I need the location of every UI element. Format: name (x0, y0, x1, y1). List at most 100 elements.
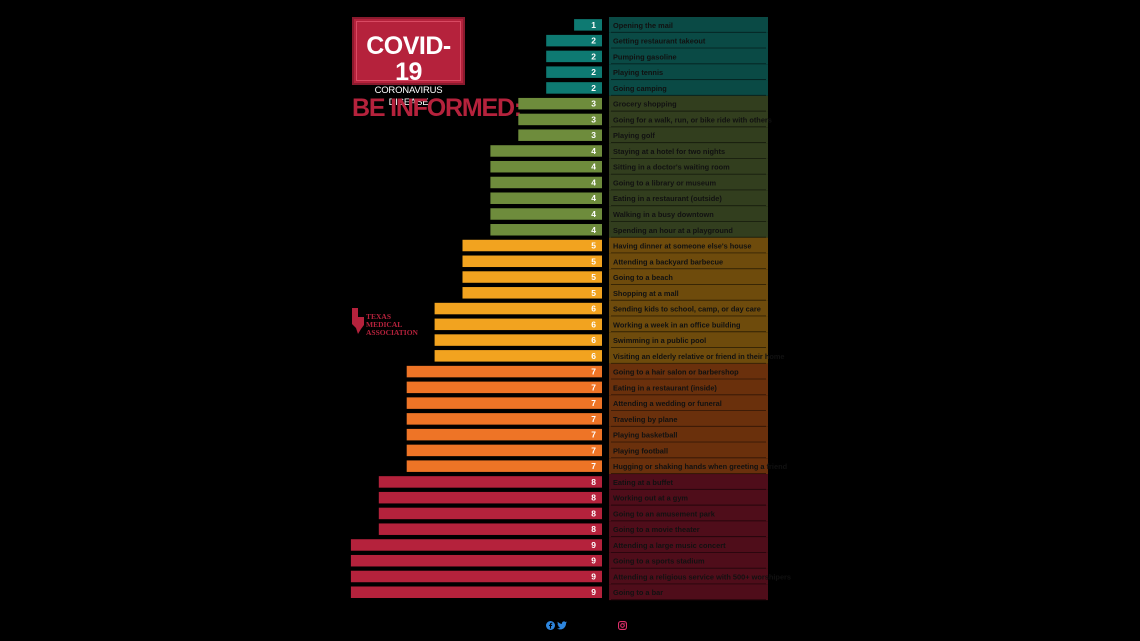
category-label: Eating at a buffet (613, 478, 673, 487)
row-label-bg (609, 458, 768, 475)
bar (434, 334, 602, 346)
category-label: Playing tennis (613, 68, 663, 77)
category-label: Grocery shopping (613, 100, 677, 109)
category-label: Spending an hour at a playground (613, 226, 733, 235)
bar (350, 586, 602, 598)
bar-value-label: 8 (591, 493, 596, 503)
bar (406, 381, 602, 394)
category-label: Staying at a hotel for two nights (613, 147, 725, 156)
bar (434, 302, 602, 315)
bar-value-label: 3 (591, 130, 596, 140)
bar (406, 444, 602, 457)
bar-value-label: 9 (591, 540, 596, 550)
bar (462, 239, 602, 252)
facebook-icon[interactable] (546, 621, 555, 632)
bar (378, 507, 602, 520)
row-label-bg (609, 284, 768, 301)
category-label: Going to a bar (613, 588, 663, 597)
bar-value-label: 2 (591, 51, 596, 61)
row-label-bg (609, 237, 768, 254)
row-label-bg (609, 143, 768, 159)
bar (546, 50, 602, 63)
bar (490, 176, 602, 189)
category-label: Playing golf (613, 131, 655, 140)
bar-value-label: 4 (591, 209, 596, 219)
row-label-bg (609, 426, 768, 443)
bar (462, 255, 602, 268)
row-label-bg (609, 300, 768, 317)
bar-value-label: 7 (591, 398, 596, 408)
bar-value-label: 1 (591, 20, 596, 30)
category-label: Attending a religious service with 500+ … (613, 572, 791, 581)
bar (378, 523, 602, 535)
bar-value-label: 5 (591, 241, 596, 251)
bar-value-label: 6 (591, 335, 596, 345)
row-label-bg (609, 568, 768, 585)
row-label-bg (609, 537, 768, 553)
bar (490, 224, 602, 236)
twitter-icon[interactable] (557, 621, 567, 632)
category-label: Getting restaurant takeout (613, 37, 706, 46)
row-label-bg (609, 48, 768, 65)
bar (406, 428, 602, 441)
row-label-bg (609, 127, 768, 144)
category-label: Having dinner at someone else's house (613, 242, 752, 251)
instagram-icon[interactable] (618, 621, 628, 632)
row-label-bg (609, 221, 768, 238)
page-title: COVID-19 (366, 32, 451, 86)
title-box: COVID-19 CORONAVIRUS DISEASE (352, 17, 465, 108)
row-label-bg (609, 206, 768, 222)
row-label-bg (609, 411, 768, 427)
bar-value-label: 7 (591, 367, 596, 377)
bar-value-label: 8 (591, 477, 596, 487)
bar-value-label: 4 (591, 146, 596, 156)
page-subtitle: CORONAVIRUS DISEASE (374, 85, 443, 108)
tma-logo-text: TEXAS MEDICAL ASSOCIATION (366, 313, 422, 337)
bar (518, 113, 602, 126)
row-label-bg (609, 158, 768, 175)
bar (378, 476, 602, 488)
bar (518, 97, 602, 110)
category-label: Eating in a restaurant (outside) (613, 194, 722, 203)
bar-value-label: 3 (591, 114, 596, 124)
category-label: Visiting an elderly relative or friend i… (613, 352, 785, 361)
bar (518, 129, 602, 141)
category-label: Going to a beach (613, 273, 673, 282)
bar-value-label: 9 (591, 556, 596, 566)
bar (490, 208, 602, 220)
bar (434, 350, 602, 362)
row-label-bg (609, 316, 768, 333)
bar-value-label: 7 (591, 382, 596, 392)
row-label-bg (609, 363, 768, 380)
category-label: Walking in a busy downtown (613, 210, 714, 219)
bar-value-label: 7 (591, 445, 596, 455)
category-label: Swimming in a public pool (613, 336, 706, 345)
texas-shape-icon (352, 308, 364, 334)
row-label-bg (609, 17, 768, 33)
bar (490, 160, 602, 173)
bar (378, 491, 602, 504)
bar-value-label: 6 (591, 351, 596, 361)
category-label: Attending a large music concert (613, 541, 726, 550)
bar-value-label: 8 (591, 524, 596, 534)
row-label-bg (609, 505, 768, 522)
bar (406, 413, 602, 425)
category-label: Playing football (613, 446, 668, 455)
row-label-bg (609, 379, 768, 396)
bar-value-label: 4 (591, 162, 596, 172)
category-label: Eating in a restaurant (inside) (613, 383, 717, 392)
category-label: Going to an amusement park (613, 509, 716, 518)
bar-value-label: 5 (591, 256, 596, 266)
tma-logo-line2: ASSOCIATION (366, 328, 418, 337)
bar (462, 271, 602, 283)
bar-value-label: 6 (591, 304, 596, 314)
row-label-bg (609, 395, 768, 411)
bar (546, 82, 602, 94)
category-label: Shopping at a mall (613, 289, 679, 298)
category-label: Hugging or shaking hands when greeting a… (613, 462, 788, 471)
bar-value-label: 9 (591, 587, 596, 597)
category-label: Going to a movie theater (613, 525, 700, 534)
bar (406, 365, 602, 378)
category-label: Going to a hair salon or barbershop (613, 368, 739, 377)
